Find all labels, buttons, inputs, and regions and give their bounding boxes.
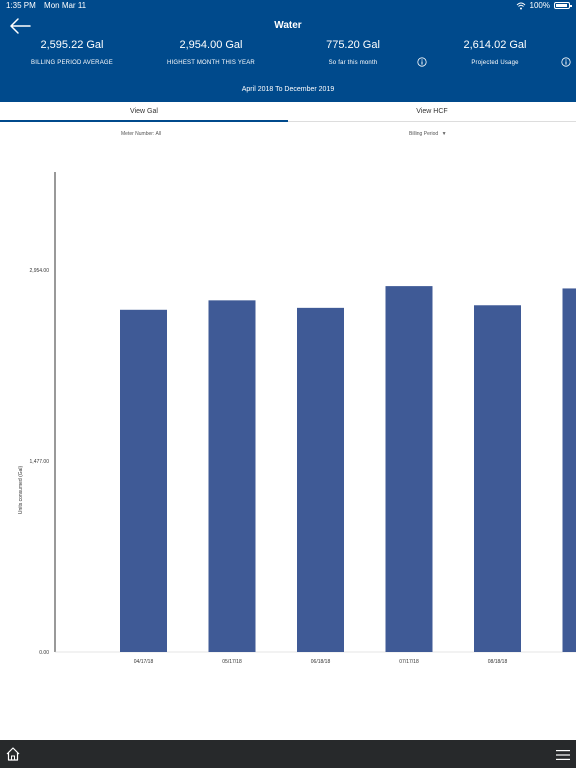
stat-label: BILLING PERIOD AVERAGE [31, 60, 113, 66]
home-icon [6, 747, 20, 761]
home-button[interactable] [4, 745, 22, 763]
status-right: 100% [516, 1, 572, 10]
page-title: Water [274, 20, 302, 31]
tab-view-hcf[interactable]: View HCF [288, 102, 576, 122]
x-tick-label: 07/17/18 [399, 659, 419, 665]
wifi-icon [516, 2, 525, 9]
y-tick-label: 2,954.00 [30, 268, 50, 274]
status-date: Mon Mar 11 [44, 1, 87, 10]
meter-number-label: Meter Number: All [121, 131, 162, 137]
info-icon[interactable] [561, 54, 571, 67]
stat-highest-month: 2,954.00 Gal HIGHEST MONTH THIS YEAR [139, 39, 283, 66]
status-left: 1:35 PM Mon Mar 11 [6, 1, 86, 10]
header: 1:35 PM Mon Mar 11 100% Water 2,595.22 G… [0, 0, 576, 102]
x-tick-label: 06/18/18 [311, 659, 331, 665]
x-tick-label: 08/18/18 [488, 659, 508, 665]
usage-chart: 04/17/18 05/17/18 06/18/18 07/17/18 08/18/18… [0, 165, 576, 675]
bottom-bar [0, 740, 576, 768]
bar-6[interactable] [562, 288, 576, 652]
arrow-left-icon [10, 18, 31, 34]
back-button[interactable] [8, 16, 34, 36]
stat-billing-period-average: 2,595.22 Gal BILLING PERIOD AVERAGE [0, 39, 144, 66]
stat-value: 775.20 Gal [326, 39, 380, 51]
menu-button[interactable] [556, 748, 570, 760]
stat-projected-usage: 2,614.02 Gal Projected Usage [423, 39, 567, 66]
y-tick-label: 0.00 [39, 650, 49, 656]
battery-percent: 100% [529, 1, 550, 10]
info-icon[interactable] [417, 54, 427, 67]
bar-5[interactable] [474, 305, 521, 652]
status-time: 1:35 PM [6, 1, 36, 10]
stat-label: So far this month [328, 60, 378, 66]
y-tick-label: 1,477.00 [30, 459, 50, 465]
billing-period-dropdown[interactable]: Billing Period ▼ [409, 131, 447, 137]
battery-icon [554, 2, 572, 9]
stat-value: 2,954.00 Gal [179, 39, 243, 51]
unit-tabs: View Gal View HCF [0, 102, 576, 122]
y-axis-label: Units consumed (Gal) [18, 465, 24, 514]
stat-so-far-this-month: 775.20 Gal So far this month [281, 39, 425, 66]
caret-down-icon: ▼ [441, 131, 447, 137]
stat-label: HIGHEST MONTH THIS YEAR [167, 60, 255, 66]
x-tick-label: 05/17/18 [222, 659, 242, 665]
meter-number-filter[interactable]: Meter Number: All [121, 131, 161, 137]
date-range: April 2018 To December 2019 [241, 86, 335, 93]
tab-view-gal[interactable]: View Gal [0, 102, 288, 122]
stat-value: 2,614.02 Gal [463, 39, 527, 51]
stat-value: 2,595.22 Gal [40, 39, 104, 51]
bar-3[interactable] [297, 307, 344, 652]
bar-1[interactable] [120, 309, 167, 652]
status-bar: 1:35 PM Mon Mar 11 100% [0, 0, 576, 12]
bar-2[interactable] [208, 300, 256, 652]
x-tick-label: 04/17/18 [134, 659, 154, 665]
usage-bar-chart: 04/17/18 05/17/18 06/18/18 07/17/18 08/18/18… [18, 172, 576, 665]
bar-4[interactable] [385, 286, 433, 652]
stat-label: Projected Usage [471, 60, 519, 66]
billing-period-label: Billing Period [409, 131, 439, 137]
hamburger-menu-icon [556, 750, 570, 760]
